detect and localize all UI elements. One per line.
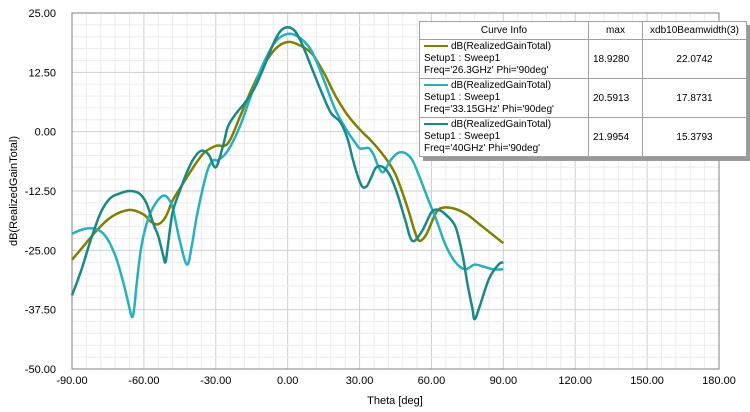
y-tick-label: -50.00 xyxy=(25,364,56,376)
legend-curve-setup: Setup1 : Sweep1 xyxy=(424,131,501,142)
x-tick-label: 180.00 xyxy=(702,375,736,387)
legend-beamwidth-value: 15.3793 xyxy=(642,117,747,157)
x-tick-label: 90.00 xyxy=(490,375,518,387)
y-tick-label: -25.00 xyxy=(25,245,56,257)
x-tick-label: 60.00 xyxy=(418,375,446,387)
series-group xyxy=(70,25,505,321)
x-tick-label: 120.00 xyxy=(558,375,592,387)
y-axis-label: dB(RealizedGainTotal) xyxy=(8,136,20,246)
legend-beamwidth-value: 22.0742 xyxy=(642,39,747,79)
legend-curve-params: Freq='33.15GHz' Phi='90deg' xyxy=(424,104,554,115)
y-tick-label: 25.00 xyxy=(28,8,56,20)
legend: Curve Info max xdb10Beamwidth(3) dB(Real… xyxy=(419,21,747,157)
x-tick-label: -90.00 xyxy=(56,375,87,387)
legend-curve-setup: Setup1 : Sweep1 xyxy=(424,92,501,103)
legend-curve-name: dB(RealizedGainTotal) xyxy=(451,80,552,91)
legend-swatch xyxy=(424,84,448,87)
legend-curve-setup: Setup1 : Sweep1 xyxy=(424,53,501,64)
x-axis-ticks: -90.00 -60.00 -30.00 0.00 30.00 60.00 90.00 120… xyxy=(56,375,735,387)
legend-max-value: 20.5913 xyxy=(588,78,643,118)
y-tick-label: 0.00 xyxy=(35,127,56,139)
legend-header-curve: Curve Info xyxy=(419,21,589,40)
legend-curve-name: dB(RealizedGainTotal) xyxy=(451,41,552,52)
legend-curve-name: dB(RealizedGainTotal) xyxy=(451,119,552,130)
legend-header-row: Curve Info max xdb10Beamwidth(3) xyxy=(419,21,747,40)
y-tick-label: -37.50 xyxy=(25,305,56,317)
series-line-1 xyxy=(71,40,505,261)
legend-curve-params: Freq='40GHz' Phi='90deg' xyxy=(424,143,541,154)
y-axis-ticks: 25.00 12.50 0.00 -12.50 -25.00 -37.50 -50.00 xyxy=(25,8,56,376)
legend-header-max: max xyxy=(588,21,643,40)
x-tick-label: -30.00 xyxy=(200,375,231,387)
legend-row: dB(RealizedGainTotal) Setup1 : Sweep1 Fr… xyxy=(419,78,747,118)
legend-max-value: 21.9954 xyxy=(588,117,643,157)
legend-curve-cell: dB(RealizedGainTotal) Setup1 : Sweep1 Fr… xyxy=(419,78,589,118)
x-tick-label: -60.00 xyxy=(128,375,159,387)
legend-curve-params: Freq='26.3GHz' Phi='90deg' xyxy=(424,65,549,76)
plot-frame xyxy=(71,12,720,370)
legend-row: dB(RealizedGainTotal) Setup1 : Sweep1 Fr… xyxy=(419,39,747,79)
y-tick-label: -12.50 xyxy=(25,186,56,198)
x-axis-label: Theta [deg] xyxy=(367,395,423,407)
legend-curve-cell: dB(RealizedGainTotal) Setup1 : Sweep1 Fr… xyxy=(419,39,589,79)
series-line-3 xyxy=(70,25,504,321)
legend-beamwidth-value: 17.8731 xyxy=(642,78,747,118)
x-tick-label: 30.00 xyxy=(346,375,374,387)
legend-swatch xyxy=(424,45,448,48)
x-tick-label: 150.00 xyxy=(630,375,664,387)
legend-max-value: 18.9280 xyxy=(588,39,643,79)
legend-swatch xyxy=(424,123,448,126)
legend-curve-cell: dB(RealizedGainTotal) Setup1 : Sweep1 Fr… xyxy=(419,117,589,157)
x-tick-label: 0.00 xyxy=(277,375,298,387)
y-tick-label: 12.50 xyxy=(28,67,56,79)
legend-row: dB(RealizedGainTotal) Setup1 : Sweep1 Fr… xyxy=(419,117,747,157)
legend-header-beamwidth: xdb10Beamwidth(3) xyxy=(642,21,747,40)
